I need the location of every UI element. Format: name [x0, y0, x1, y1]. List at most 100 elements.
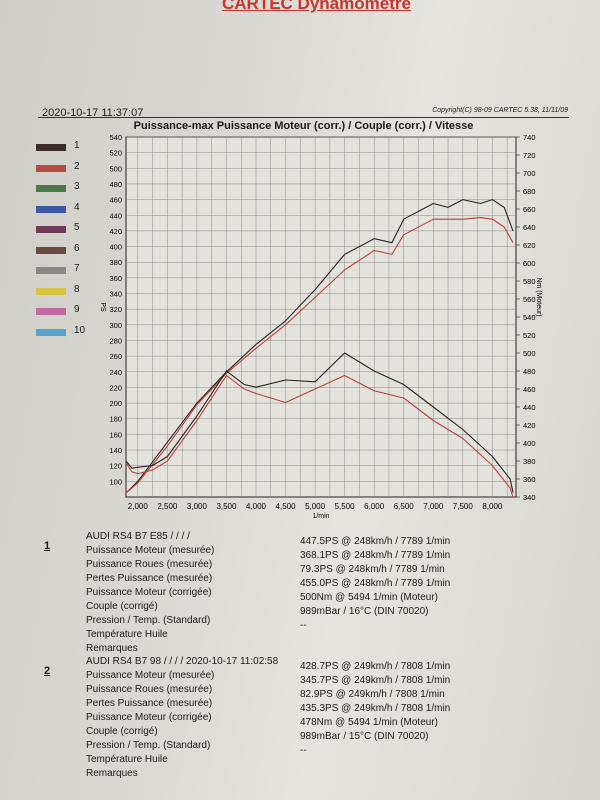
result-number: 1 [44, 540, 51, 552]
legend-swatch [36, 144, 66, 151]
y2-tick-label: 560 [523, 295, 536, 304]
y-tick-label: 320 [109, 305, 122, 314]
x-tick-label: 2,500 [157, 502, 178, 511]
legend-swatch [36, 205, 66, 213]
x-tick-label: 4,000 [246, 502, 267, 511]
result-value: -- [300, 745, 307, 756]
legend-swatch [36, 328, 66, 336]
result-label: Température Huile [86, 754, 168, 765]
result-value: 478Nm @ 5494 1/min (Moteur) [300, 717, 438, 728]
y2-axis-label: Nm (Moteur) [535, 277, 542, 316]
legend-label: 4 [74, 201, 80, 213]
y-tick-label: 180 [109, 415, 122, 424]
series-line-2-power [125, 217, 514, 494]
result-label: Couple (corrigé) [86, 601, 158, 612]
legend-swatch [36, 267, 66, 274]
x-axis-label: 1/min [312, 513, 329, 520]
series-line-1-power [125, 199, 514, 494]
y-tick-label: 140 [109, 446, 122, 455]
y2-tick-label: 700 [523, 169, 536, 178]
y-tick-label: 540 [109, 133, 122, 142]
legend-swatch [36, 246, 66, 254]
result-label: Remarques [86, 643, 138, 654]
result-value: 428.7PS @ 249km/h / 7808 1/min [300, 661, 451, 672]
legend-swatch [36, 287, 66, 295]
result-value: 79.3PS @ 248km/h / 7789 1/min [300, 564, 445, 575]
result-label: AUDI RS4 B7 E85 / / / / [86, 531, 190, 542]
y-tick-label: 500 [109, 164, 122, 173]
x-tick-label: 6,500 [394, 502, 415, 511]
y2-tick-label: 500 [523, 349, 536, 358]
result-value: 989mBar / 16°C (DIN 70020) [300, 606, 429, 617]
y-tick-label: 220 [109, 383, 122, 392]
y-tick-label: 340 [109, 290, 122, 299]
x-tick-label: 7,000 [423, 502, 444, 511]
y2-tick-label: 480 [523, 367, 536, 376]
y2-tick-label: 360 [523, 475, 536, 484]
result-label: Puissance Roues (mesurée) [86, 684, 213, 695]
y-tick-label: 240 [109, 368, 122, 377]
y-tick-label: 400 [109, 243, 122, 252]
x-tick-label: 3,000 [187, 502, 208, 511]
result-label: Puissance Moteur (mesurée) [86, 545, 215, 556]
result-value: 82.9PS @ 249km/h / 7808 1/min [300, 689, 445, 700]
result-label: Pertes Puissance (mesurée) [86, 698, 213, 709]
x-tick-label: 5,000 [305, 502, 326, 511]
y2-tick-label: 520 [523, 331, 536, 340]
x-tick-label: 2,000 [128, 502, 149, 511]
legend-label: 3 [74, 181, 80, 192]
legend-swatch [36, 308, 66, 315]
result-label: AUDI RS4 B7 98 / / / / 2020-10-17 11:02:… [86, 656, 279, 667]
result-values: 428.7PS @ 249km/h / 7808 1/min 345.7PS @ … [300, 660, 450, 758]
chart-title: Puissance-max Puissance Moteur (corr.) /… [38, 117, 569, 134]
legend-label: 10 [74, 324, 86, 336]
y2-tick-label: 460 [523, 385, 536, 394]
y-tick-label: 200 [109, 399, 122, 408]
result-label: Pression / Temp. (Standard) [86, 740, 211, 751]
y-tick-label: 280 [109, 336, 122, 345]
legend-swatch [36, 164, 66, 172]
y-tick-label: 520 [109, 149, 122, 158]
copyright-note: Copyright(C) 98-09 CARTEC 5.38, 11/11/09 [432, 107, 568, 114]
x-tick-label: 4,500 [276, 502, 297, 511]
result-labels: AUDI RS4 B7 E85 / / / / Puissance Moteur … [86, 530, 214, 656]
y2-tick-label: 680 [523, 187, 536, 196]
y2-tick-label: 740 [523, 133, 536, 142]
series-line-1-torque [125, 352, 514, 493]
legend-label: 2 [74, 160, 80, 172]
y2-tick-label: 600 [523, 259, 536, 268]
y-tick-label: 420 [109, 227, 122, 236]
plot-area [125, 136, 517, 498]
legend-item: 4 [36, 202, 116, 222]
result-labels: AUDI RS4 B7 98 / / / / 2020-10-17 11:02:… [86, 655, 278, 781]
result-label: Pertes Puissance (mesurée) [86, 573, 213, 584]
legend-swatch [36, 185, 66, 192]
y2-tick-label: 400 [523, 439, 536, 448]
legend-label: 7 [74, 263, 80, 274]
y2-tick-label: 640 [523, 223, 536, 232]
y-tick-label: 460 [109, 196, 122, 205]
legend-item: 5 [36, 222, 116, 242]
result-value: 455.0PS @ 248km/h / 7789 1/min [300, 578, 451, 589]
y2-tick-label: 720 [523, 151, 536, 160]
y2-tick-label: 580 [523, 277, 536, 286]
x-tick-label: 6,000 [364, 502, 385, 511]
y-tick-label: 260 [109, 352, 122, 361]
y2-tick-label: 620 [523, 241, 536, 250]
y2-tick-label: 660 [523, 205, 536, 214]
legend-item: 1 [36, 140, 116, 160]
result-value: 447.5PS @ 248km/h / 7789 1/min [300, 536, 451, 547]
brand-title: CARTEC Dynamomètre [222, 0, 411, 13]
x-tick-label: 7,500 [453, 502, 474, 511]
result-label: Puissance Roues (mesurée) [86, 559, 213, 570]
result-values: 447.5PS @ 248km/h / 7789 1/min 368.1PS @ … [300, 535, 450, 633]
y2-tick-label: 380 [523, 457, 536, 466]
y2-tick-label: 440 [523, 403, 536, 412]
y2-tick-label: 540 [523, 313, 536, 322]
print-date: 2020-10-17 11:37:07 [42, 107, 144, 119]
legend-label: 1 [74, 140, 80, 151]
result-number: 2 [44, 665, 51, 677]
y-tick-label: 160 [109, 430, 122, 439]
y-axis-label: PS [99, 302, 106, 312]
legend-item: 6 [36, 243, 116, 263]
